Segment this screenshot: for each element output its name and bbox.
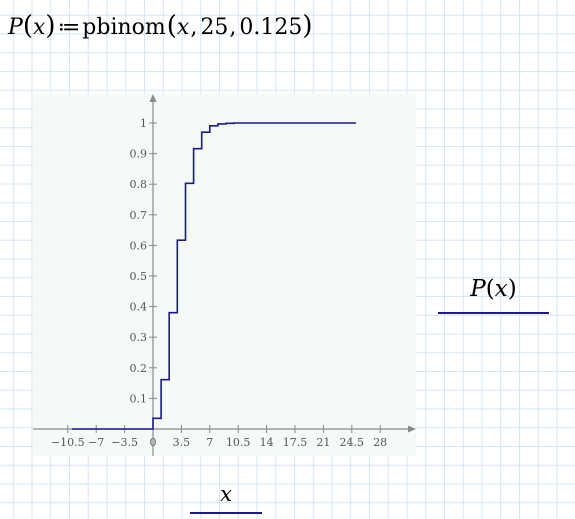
formula-open-paren: ( [22, 11, 33, 41]
y-axis-ticks: 0.1 0.2 0.3 0.4 0.5 0.6 0.7 0.8 0.9 1 [130, 117, 157, 405]
x-tick-label: −10.5 [51, 436, 85, 449]
formula-arg-x: x [176, 15, 190, 40]
y-tick-label: 0.4 [130, 301, 148, 314]
formula-call-open-paren: ( [166, 11, 177, 41]
formula-arg-p: 0.125 [239, 15, 303, 40]
x-axis-expression[interactable]: x [220, 482, 232, 506]
x-tick-label: −7 [88, 436, 104, 449]
x-axis-arrow-icon [408, 425, 416, 433]
formula-function-name: P [8, 15, 23, 40]
y-expression-close-paren: ) [507, 276, 517, 302]
x-tick-label: 28 [373, 436, 387, 449]
x-tick-label: 3.5 [173, 436, 191, 449]
x-tick-label: 14 [260, 436, 274, 449]
y-tick-label: 1 [140, 117, 147, 130]
formula-separator: , [229, 15, 237, 40]
formula-close-paren: ) [45, 11, 56, 41]
y-tick-label: 0.6 [130, 239, 148, 252]
x-axis-ticks: −10.5 −7 −3.5 0 3.5 7 10.5 14 17.5 21 24.5 28 [51, 425, 387, 449]
x-tick-label: 10.5 [226, 436, 251, 449]
x-tick-label: 24.5 [340, 436, 365, 449]
x-tick-label: 0 [150, 436, 157, 449]
y-tick-label: 0.5 [130, 270, 148, 283]
formula-separator: , [190, 15, 198, 40]
formula-arg-n: 25 [200, 15, 229, 40]
formula-definition[interactable]: P ( x ) ≔ pbinom ( x , 25 , 0.125 ) [8, 8, 312, 44]
y-tick-label: 0.8 [130, 178, 148, 191]
y-tick-label: 0.1 [130, 392, 148, 405]
y-tick-label: 0.7 [130, 209, 148, 222]
y-trace-legend-line [438, 312, 549, 314]
x-tick-label: 21 [316, 436, 330, 449]
y-axis-arrow-icon [149, 94, 157, 102]
formula-parameter: x [32, 15, 46, 40]
y-expression-function: P [470, 276, 486, 302]
plot-canvas: −10.5 −7 −3.5 0 3.5 7 10.5 14 17.5 21 24.5 28 0.10.… [33, 94, 416, 456]
formula-assign-operator: ≔ [57, 15, 81, 40]
series-trace-P [71, 122, 356, 430]
formula-call-close-paren: ) [302, 11, 313, 41]
y-tick-label: 0.9 [130, 148, 148, 161]
y-axis-expression[interactable]: P(x) [438, 276, 549, 302]
x-tick-label: 7 [206, 436, 213, 449]
xy-plot[interactable]: −10.5 −7 −3.5 0 3.5 7 10.5 14 17.5 21 24.5 28 0.1 0.… [33, 94, 416, 456]
x-trace-legend-line [190, 512, 262, 514]
y-expression-param: x [494, 276, 508, 302]
y-tick-label: 0.2 [130, 362, 148, 375]
y-tick-label: 0.3 [130, 331, 148, 344]
x-tick-label: 17.5 [283, 436, 308, 449]
y-expression-open-paren: ( [485, 276, 495, 302]
x-tick-label: −3.5 [111, 436, 138, 449]
formula-call-function: pbinom [82, 15, 166, 40]
